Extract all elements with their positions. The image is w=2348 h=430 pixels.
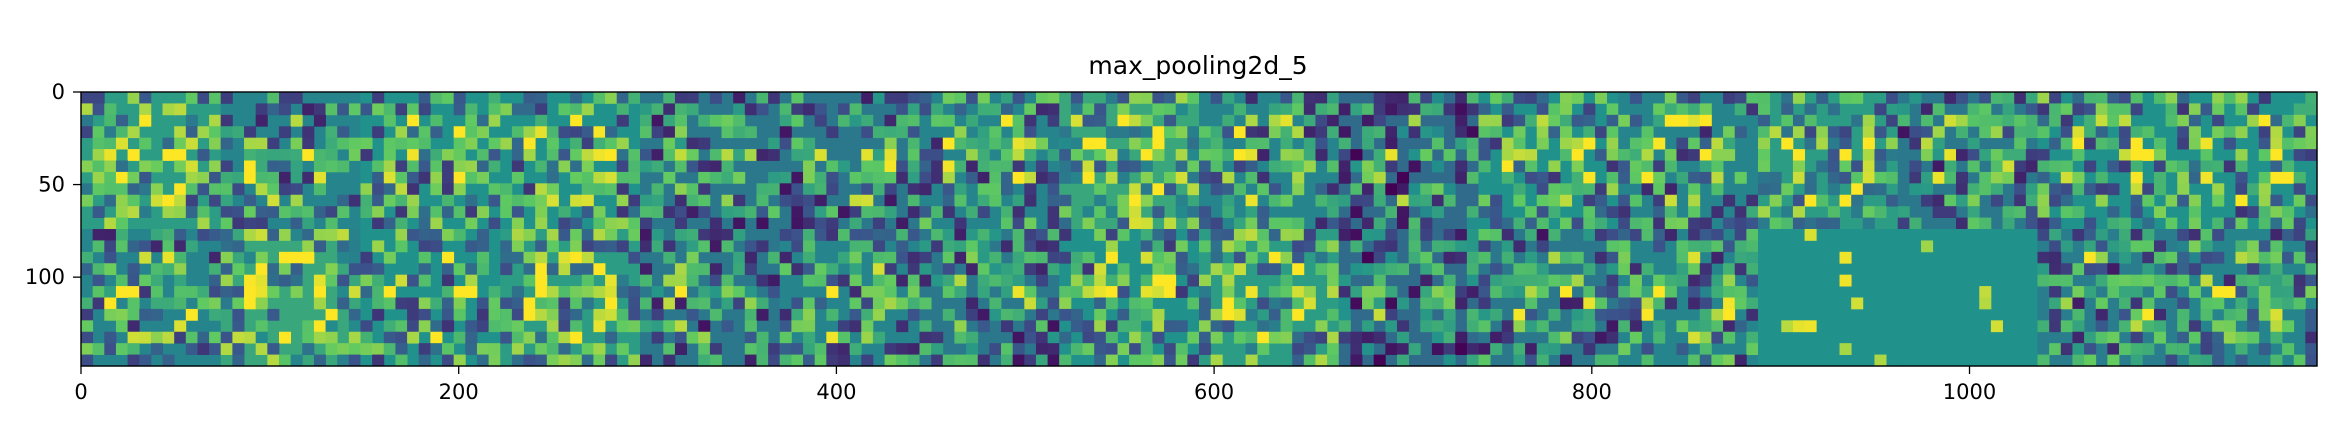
feature-map-tile: [2177, 92, 2318, 230]
feature-map-tile: [1338, 92, 1480, 230]
x-tick-label: 800: [1572, 380, 1612, 404]
x-tick-label: 0: [74, 380, 87, 404]
feature-map-image: [81, 92, 2318, 367]
feature-map-tile: [1338, 229, 1480, 367]
y-tick-label: 100: [25, 265, 65, 289]
feature-map-tile: [220, 229, 362, 367]
feature-map-tile: [1618, 229, 1759, 367]
feature-map-tile: [81, 229, 222, 367]
feature-map-tile: [640, 229, 781, 367]
feature-map-tile: [1758, 92, 1899, 230]
feature-map-tile: [500, 92, 641, 230]
feature-map-tile: [1618, 92, 1759, 230]
feature-map-tile: [1059, 229, 1200, 367]
feature-map-tile: [360, 92, 501, 230]
x-tick-label: 600: [1194, 380, 1234, 404]
feature-map-tile: [81, 92, 222, 230]
feature-map-tile: [919, 229, 1060, 367]
feature-map-tile: [1758, 229, 1899, 367]
plot-frame: [80, 91, 2318, 367]
feature-map-tile: [2037, 92, 2178, 230]
x-tick-label: 1000: [1943, 380, 1996, 404]
feature-map-tile: [1897, 229, 2039, 367]
y-tick-label: 0: [52, 80, 65, 104]
feature-map-tile: [500, 229, 641, 367]
x-tick-label: 200: [439, 380, 479, 404]
feature-map-tile: [2037, 229, 2178, 367]
feature-map-tile: [779, 92, 921, 230]
chart-title: max_pooling2d_5: [1088, 51, 1307, 80]
feature-map-tile: [1199, 92, 1340, 230]
x-tick-label: 400: [816, 380, 856, 404]
feature-map-tile: [360, 229, 501, 367]
feature-map-tile: [1478, 92, 1619, 230]
feature-map-tile: [1199, 229, 1340, 367]
feature-map-tile: [1059, 92, 1200, 230]
axes: 0 200 400 600 800 1000 0 50 100: [25, 80, 2318, 404]
feature-map-tile: [919, 92, 1060, 230]
y-tick-label: 50: [38, 173, 65, 197]
feature-map-tile: [640, 92, 781, 230]
feature-map-tile: [2177, 229, 2318, 367]
feature-map-tile: [220, 92, 362, 230]
feature-map-tile: [1897, 92, 2039, 230]
feature-map-tile: [779, 229, 921, 367]
feature-map-tile: [1478, 229, 1619, 367]
